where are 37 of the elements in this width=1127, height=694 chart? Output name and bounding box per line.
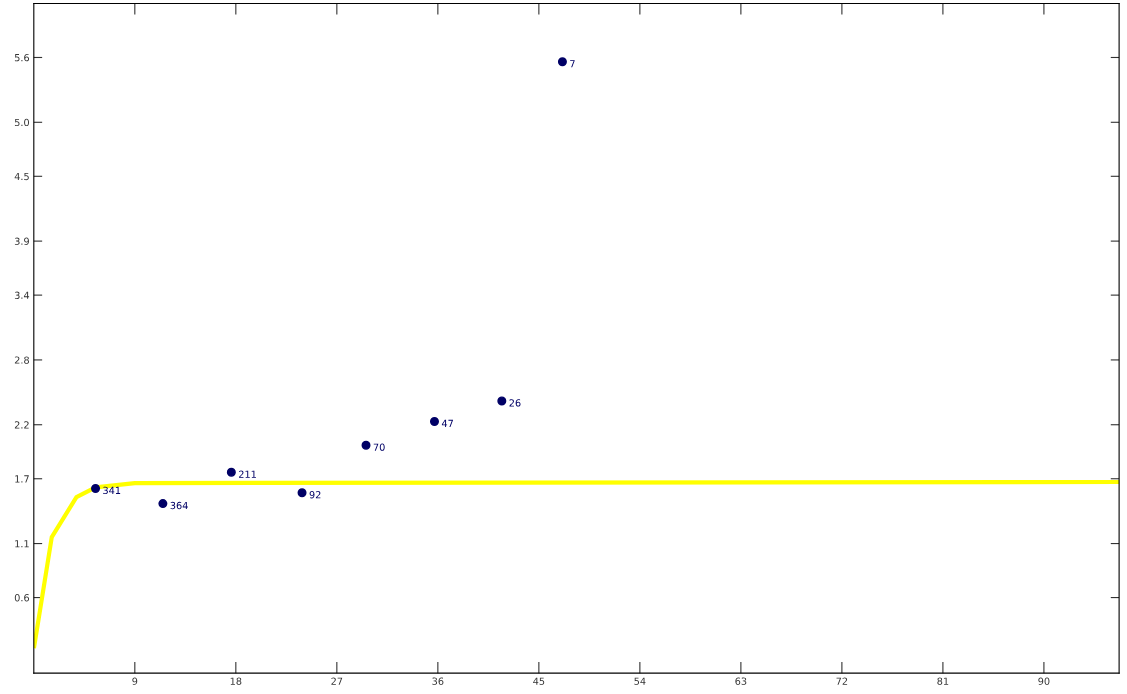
y-tick-label: 2.8 bbox=[14, 356, 29, 364]
x-tick-label: 9 bbox=[132, 677, 138, 685]
y-tick-label: 1.1 bbox=[15, 540, 29, 548]
annotation: 7 bbox=[570, 60, 575, 68]
point bbox=[429, 416, 439, 426]
annotation: 26 bbox=[509, 399, 521, 407]
x-tick-label: 90 bbox=[1038, 677, 1050, 685]
x-tick-label: 27 bbox=[331, 677, 343, 685]
x-tick-label: 63 bbox=[735, 677, 747, 685]
x-tick-label: 36 bbox=[432, 677, 444, 685]
y-tick-label: 5.6 bbox=[14, 53, 30, 62]
y-tick-label: 0.6 bbox=[14, 594, 30, 602]
y-tick-label: 3.4 bbox=[14, 291, 30, 299]
annotation: 47 bbox=[441, 419, 453, 427]
annotation: 211 bbox=[239, 470, 256, 478]
annotation: 341 bbox=[103, 486, 121, 495]
line-series bbox=[33, 479, 1120, 649]
point bbox=[158, 499, 168, 509]
point bbox=[361, 440, 371, 450]
point bbox=[91, 483, 101, 493]
point bbox=[297, 488, 307, 498]
x-tick-label: 54 bbox=[634, 677, 646, 685]
x-tick-label: 81 bbox=[937, 677, 949, 685]
x-tick-label: 45 bbox=[533, 677, 545, 685]
annotation: 92 bbox=[309, 491, 321, 499]
point bbox=[557, 57, 567, 67]
point bbox=[226, 467, 236, 477]
annotation: 364 bbox=[170, 501, 188, 510]
annotation: 70 bbox=[373, 443, 385, 451]
x-tick-label: 18 bbox=[230, 677, 242, 685]
y-tick-label: 4.5 bbox=[14, 172, 29, 181]
y-tick-label: 2.2 bbox=[14, 421, 29, 429]
x-tick-label: 72 bbox=[836, 677, 848, 685]
y-tick-label: 1.7 bbox=[15, 475, 29, 483]
point bbox=[497, 396, 507, 406]
y-tick-label: 5.0 bbox=[14, 118, 29, 127]
y-tick-label: 3.9 bbox=[14, 237, 29, 245]
